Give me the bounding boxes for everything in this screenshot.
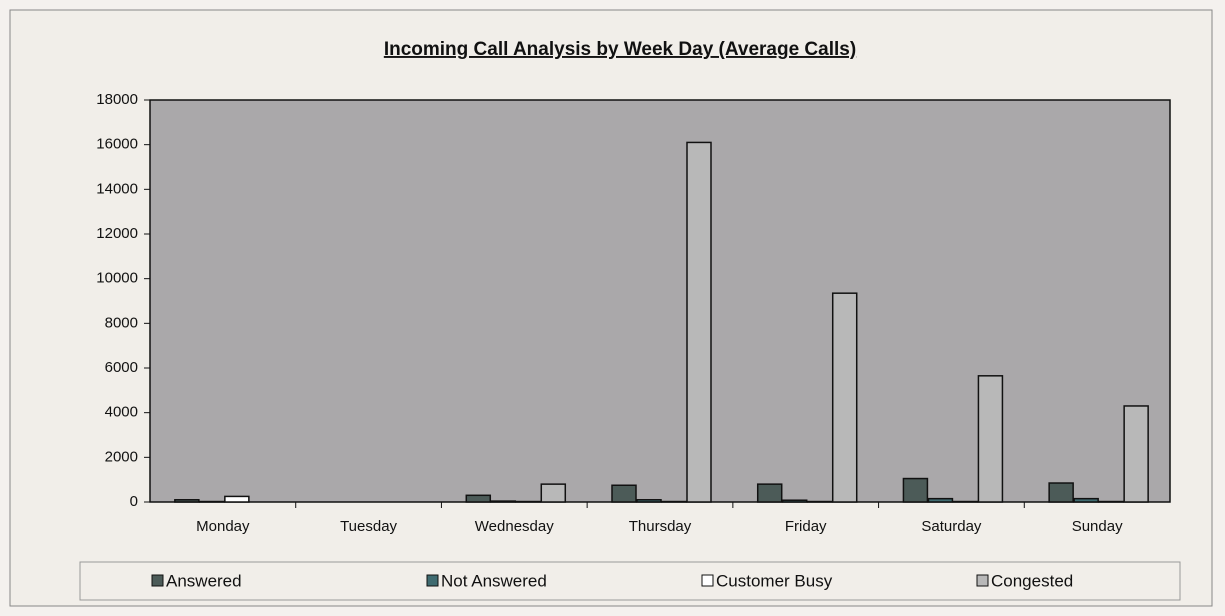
- legend-label: Congested: [991, 571, 1073, 590]
- x-tick-label: Monday: [196, 518, 250, 535]
- bar: [1124, 406, 1148, 502]
- bar: [175, 500, 199, 502]
- x-tick-label: Thursday: [629, 518, 692, 535]
- chart-title: Incoming Call Analysis by Week Day (Aver…: [384, 39, 856, 60]
- bar: [637, 500, 661, 502]
- bar: [225, 496, 249, 502]
- bar: [783, 500, 807, 502]
- y-tick-label: 6000: [105, 359, 138, 376]
- bar: [928, 499, 952, 502]
- y-tick-label: 2000: [105, 448, 138, 465]
- legend-label: Not Answered: [441, 571, 547, 590]
- bar: [541, 484, 565, 502]
- bar: [978, 376, 1002, 502]
- x-tick-label: Tuesday: [340, 518, 397, 535]
- bar: [1049, 483, 1073, 502]
- x-tick-label: Sunday: [1072, 518, 1123, 535]
- y-tick-label: 10000: [96, 270, 138, 287]
- bar: [466, 495, 490, 502]
- x-tick-label: Friday: [785, 518, 827, 535]
- bar: [491, 501, 515, 502]
- x-tick-label: Saturday: [921, 518, 982, 535]
- bar: [1074, 499, 1098, 502]
- y-tick-label: 14000: [96, 180, 138, 197]
- bar: [687, 142, 711, 502]
- legend-swatch: [977, 575, 988, 586]
- y-tick-label: 12000: [96, 225, 138, 242]
- y-tick-label: 18000: [96, 91, 138, 108]
- legend-label: Customer Busy: [716, 571, 833, 590]
- plot-area: [150, 100, 1170, 502]
- bar: [612, 485, 636, 502]
- bar: [903, 479, 927, 502]
- bar: [833, 293, 857, 502]
- y-tick-label: 8000: [105, 314, 138, 331]
- legend-swatch: [152, 575, 163, 586]
- legend-swatch: [427, 575, 438, 586]
- y-tick-label: 0: [130, 493, 138, 510]
- legend-label: Answered: [166, 571, 242, 590]
- bar: [758, 484, 782, 502]
- y-tick-label: 4000: [105, 404, 138, 421]
- y-tick-label: 16000: [96, 136, 138, 153]
- legend-swatch: [702, 575, 713, 586]
- x-tick-label: Wednesday: [475, 518, 554, 535]
